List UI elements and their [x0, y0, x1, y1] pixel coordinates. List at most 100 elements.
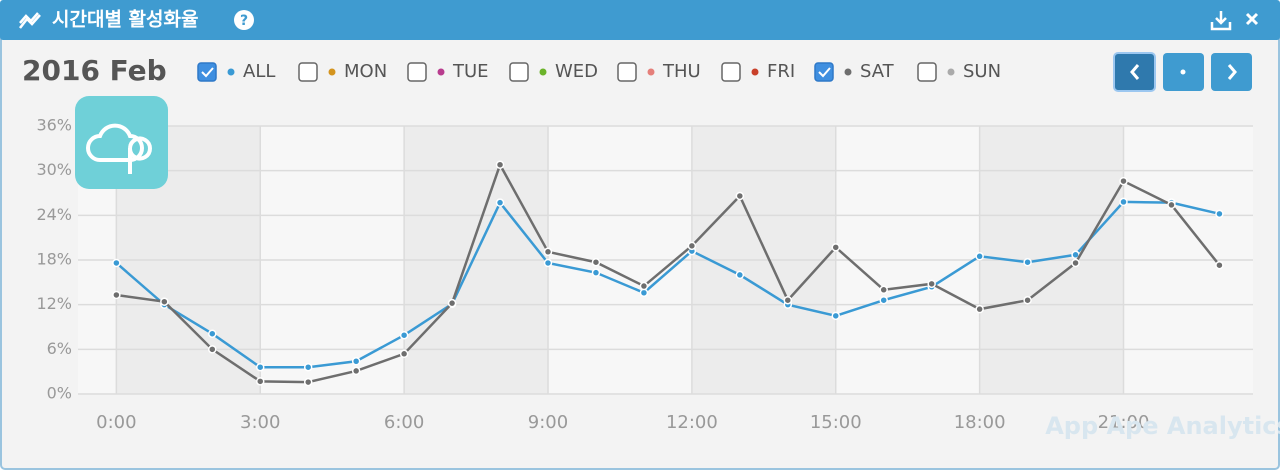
help-mark: ?: [240, 13, 248, 29]
data-point: [495, 198, 505, 207]
today-icon: [1180, 69, 1186, 75]
widget-title: 시간대별 활성화율: [52, 9, 198, 31]
legend-checkbox[interactable]: [197, 62, 217, 82]
data-point: [208, 345, 217, 354]
legend-label: ALL: [243, 61, 275, 82]
data-point: [975, 252, 984, 261]
y-tick-label: 0%: [47, 384, 72, 403]
legend-dot: [539, 68, 547, 76]
legend-dot: [328, 68, 336, 76]
data-point: [255, 362, 265, 372]
data-point: [1119, 176, 1128, 186]
data-point: [1023, 257, 1032, 267]
data-point: [543, 247, 553, 257]
data-point: [495, 160, 505, 169]
y-tick-label: 24%: [36, 205, 72, 224]
plot: 0% 6% 12% 18% 24% 30% 36% 0:00 3:00 6:00 9:00 12:00…: [36, 116, 1253, 433]
data-point: [303, 377, 313, 387]
x-tick-label: 6:00: [384, 412, 424, 433]
x-tick-label: 0:00: [96, 412, 136, 433]
data-point: [687, 241, 697, 251]
data-point: [399, 349, 409, 359]
header-bar: [0, 0, 1280, 40]
y-tick-label: 6%: [47, 339, 72, 358]
data-point: [639, 281, 649, 291]
prev-icon: [1130, 64, 1140, 80]
series-line: [115, 200, 1220, 369]
legend-checkbox[interactable]: [917, 62, 937, 82]
legend-label: SAT: [860, 61, 895, 82]
data-point: [927, 279, 936, 289]
data-point: [543, 258, 553, 268]
x-tick-label: 18:00: [954, 412, 1006, 433]
watermark: App Ape Analytics: [1045, 412, 1280, 440]
x-tick-label: 9:00: [528, 412, 568, 433]
legend-dot: [437, 68, 445, 76]
close-icon[interactable]: [1245, 12, 1259, 26]
series-line: [116, 161, 1221, 384]
app-logo-mark: [86, 123, 152, 174]
legend-check: [818, 67, 831, 78]
legend-dot: [844, 68, 852, 76]
y-tick-label: 36%: [36, 116, 72, 135]
x-tick-label: 3:00: [240, 412, 280, 433]
next-button[interactable]: [1211, 53, 1252, 91]
legend-label: TUE: [452, 61, 489, 82]
data-point: [255, 377, 265, 386]
legend-label: FRI: [767, 61, 795, 82]
legend-dot: [227, 68, 235, 76]
y-tick-label: 18%: [36, 250, 72, 269]
legend-label: WED: [555, 61, 598, 82]
legend-checkbox[interactable]: [721, 62, 741, 82]
data-point: [351, 366, 361, 376]
data-point: [879, 285, 888, 295]
data-point: [831, 243, 841, 252]
data-point: [735, 270, 745, 280]
data-point: [112, 290, 121, 300]
data-point: [1023, 295, 1032, 305]
download-icon[interactable]: [1210, 11, 1232, 31]
x-tick-label: 21:00: [1098, 412, 1150, 433]
x-tick-label: 12:00: [666, 412, 718, 433]
legend-checkbox[interactable]: [298, 62, 318, 82]
y-tick-label: 30%: [36, 160, 72, 179]
legend-label: MON: [344, 61, 387, 82]
data-point: [975, 304, 984, 314]
nav-buttons: [1113, 52, 1252, 92]
legend-check: [201, 67, 214, 78]
app-logo: [75, 96, 168, 189]
legend-dot: [647, 68, 655, 76]
data-point: [591, 257, 601, 267]
legend-checkbox[interactable]: [617, 62, 637, 82]
data-point: [1167, 200, 1176, 210]
data-point: [399, 330, 409, 340]
y-tick-label: 12%: [36, 294, 72, 313]
data-point: [591, 268, 601, 277]
legend-checkbox[interactable]: [814, 62, 834, 82]
data-point: [1215, 260, 1224, 270]
legend-checkbox[interactable]: [509, 62, 529, 82]
legend-checkbox[interactable]: [407, 62, 427, 82]
data-point: [783, 295, 793, 305]
data-point: [1215, 209, 1224, 219]
help-icon[interactable]: [234, 10, 254, 30]
legend-dot: [751, 68, 759, 76]
data-point: [112, 258, 121, 268]
legend-label: THU: [662, 61, 701, 82]
data-point: [831, 311, 841, 321]
data-point: [1119, 197, 1128, 207]
data-point: [208, 329, 217, 338]
legend-dot: [947, 68, 955, 76]
data-point: [735, 191, 745, 201]
data-point: [1071, 258, 1080, 268]
prev-button[interactable]: [1113, 52, 1156, 92]
period-label: 2016 Feb: [22, 54, 167, 87]
chart-icon: [19, 12, 41, 29]
data-point: [447, 298, 457, 308]
x-tick-label: 15:00: [810, 412, 862, 433]
data-point: [160, 297, 169, 306]
legend-label: SUN: [963, 61, 1001, 82]
next-icon: [1227, 64, 1237, 80]
